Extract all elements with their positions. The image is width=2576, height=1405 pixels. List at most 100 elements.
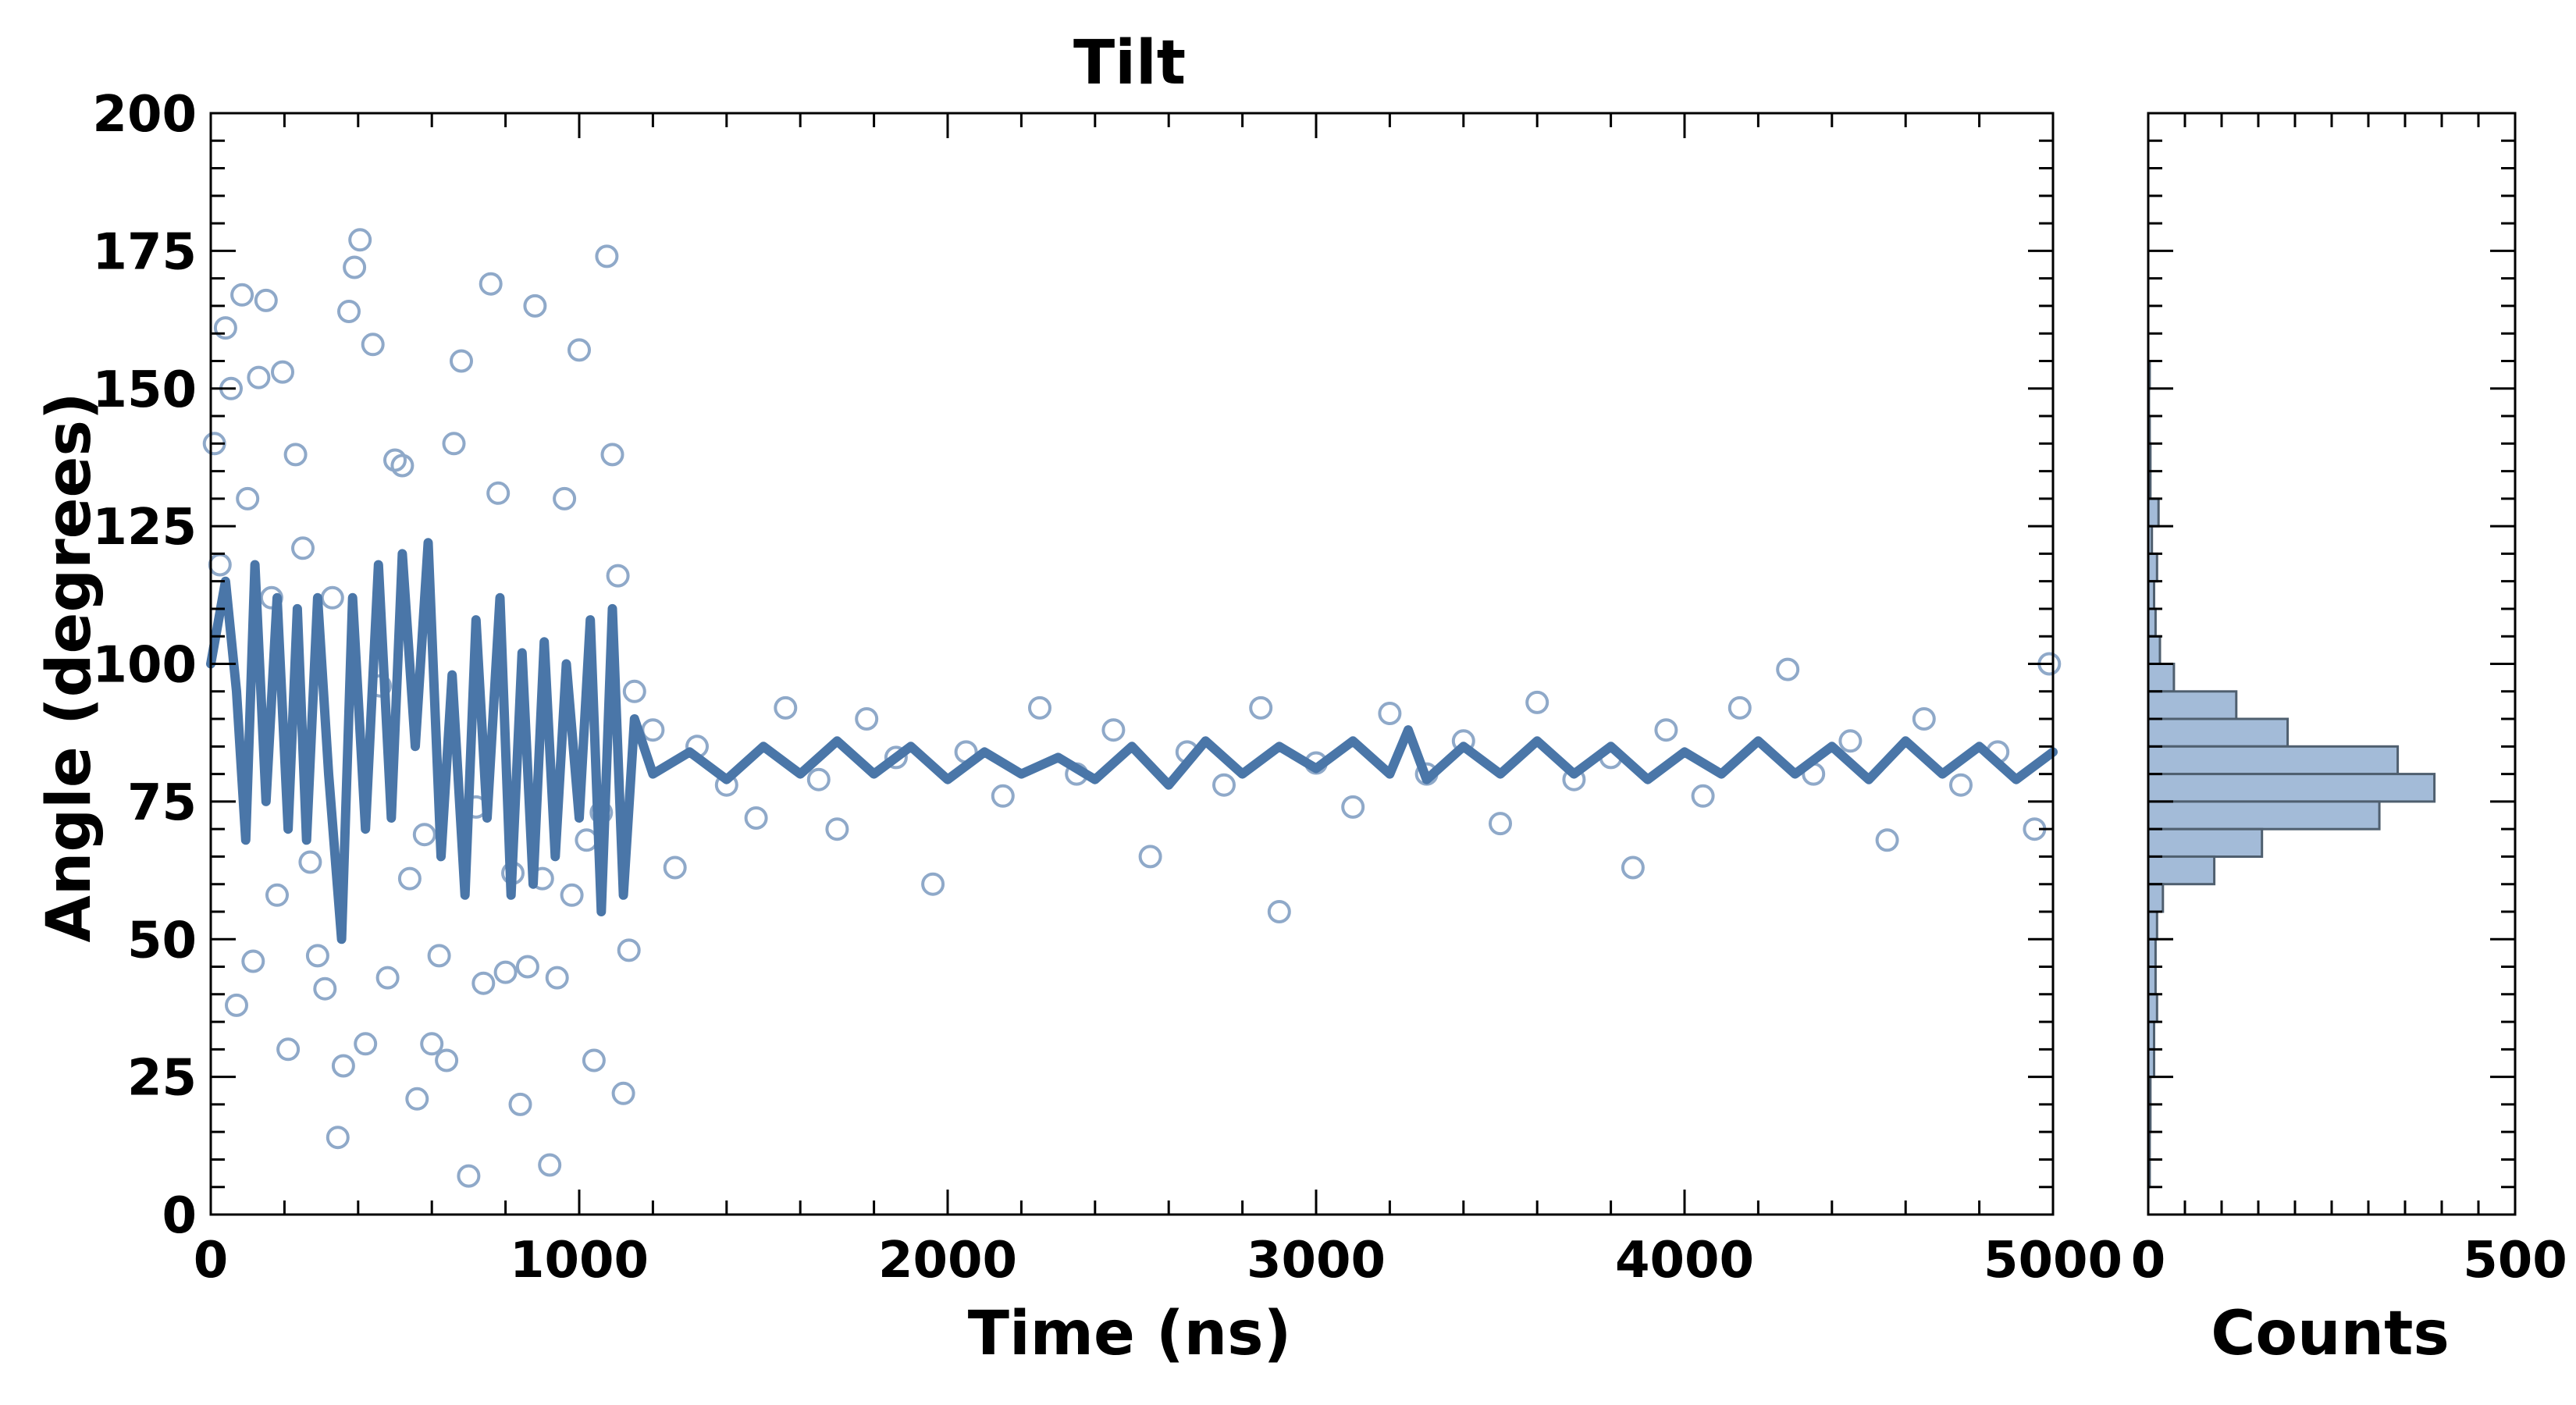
histogram-frame [2147,112,2517,1216]
scatter-point [1525,690,1550,714]
scatter-point [553,486,577,510]
scatter-point [271,360,294,384]
x-axis-title: Time (ns) [968,1299,1292,1369]
scatter-point [641,718,665,742]
scatter-point [825,817,849,841]
y-tick-label: 175 [92,223,197,281]
x-tick-label: 5000 [1984,1232,2122,1289]
scatter-point [427,944,451,968]
scatter-point [606,564,630,588]
scatter-point [545,966,569,990]
scatter-point [1621,855,1645,880]
scatter-point [213,316,237,340]
scatter-point [1838,729,1863,753]
histogram-axes: 0 500 [2131,112,2567,1289]
scatter-point [1212,773,1236,797]
scatter-point [247,365,271,389]
scatter-point [595,244,619,269]
scatter-point [1341,795,1365,819]
scatter-point [617,938,641,962]
chart-title: Tilt [1073,28,1186,98]
histogram-bar [2147,497,2160,528]
histogram-bar [2147,827,2264,858]
scatter-point [397,866,422,891]
histogram-bar [2147,773,2436,803]
scatter-point [276,1037,301,1062]
scatter-point [283,443,308,467]
x-tick-label: 1000 [510,1232,649,1289]
x-tick-label: 0 [194,1232,229,1289]
scatter-point [1654,718,1678,742]
scatter-point [1249,695,1273,720]
y-tick-label: 50 [127,912,197,969]
scatter-point [1875,828,1899,852]
scatter-point [331,1054,355,1078]
x-tick-label: 3000 [1247,1232,1386,1289]
scatter-point [1912,707,1936,731]
scatter-point [479,272,503,296]
scatter-point [254,288,278,312]
x-tick-label: 2000 [878,1232,1017,1289]
scatter-point [320,585,344,610]
scatter-point [611,1081,635,1105]
y-tick-label: 200 [92,86,197,144]
scatter-point [1101,718,1126,742]
y-tick-label: 100 [92,637,197,695]
scatter-point [560,883,584,907]
scatter-point [471,971,496,995]
scatter-point [208,553,232,577]
histogram-marks [2147,360,2436,1189]
scatter-point [663,855,687,880]
scatter-point [236,486,260,510]
scatter-point [450,349,473,373]
y-tick-label: 0 [162,1187,197,1245]
y-tick-label: 75 [127,774,197,832]
scatter-point [486,481,511,505]
scatter-point [291,536,315,560]
scatter-point [343,255,367,279]
histogram-bar [2147,690,2238,720]
scatter-point [405,1087,429,1111]
scatter-point [1489,812,1512,836]
scatter-point [1691,784,1715,808]
scatter-point [230,283,254,307]
scatter-point [420,1032,444,1056]
y-axis-title: Angle (degrees) [34,392,105,942]
histogram-bar [2147,745,2400,776]
scatter-point [806,767,831,791]
scatter-point [225,993,248,1017]
scatter-point [313,976,337,1001]
histogram-bar [2147,800,2381,831]
scatter-point [523,293,547,318]
histogram-x-tick-label: 0 [2131,1232,2166,1289]
scatter-point [855,707,879,731]
scatter-point [1267,900,1291,923]
scatter-point [265,883,289,907]
y-tick-label: 25 [127,1050,197,1108]
scatter-point [361,333,385,357]
scatter-point [241,949,265,973]
scatter-point [582,1048,606,1072]
scatter-point [326,1126,350,1150]
scatter-point [348,228,372,252]
scatter-point [622,679,646,703]
scatter-point [515,955,539,979]
scatter-point [435,1048,459,1072]
histogram-bar [2147,993,2158,1023]
scatter-point [390,454,415,478]
scatter-point [921,872,945,896]
scatter-point [1727,695,1752,720]
scatter-point [600,443,624,467]
average-line [206,538,2058,944]
scatter-point [412,823,436,847]
y-tick-label: 150 [92,361,197,419]
histogram-bar [2147,883,2165,913]
scatter-point [774,695,798,720]
main-axes: 0 1000 2000 3000 4000 5000 0 25 50 75 100 125 150 175… [92,86,2122,1289]
main-marks [202,228,2062,1188]
scatter-point [744,806,768,830]
scatter-point [568,338,591,362]
scatter-point [305,944,329,968]
histogram-bar [2147,855,2216,886]
